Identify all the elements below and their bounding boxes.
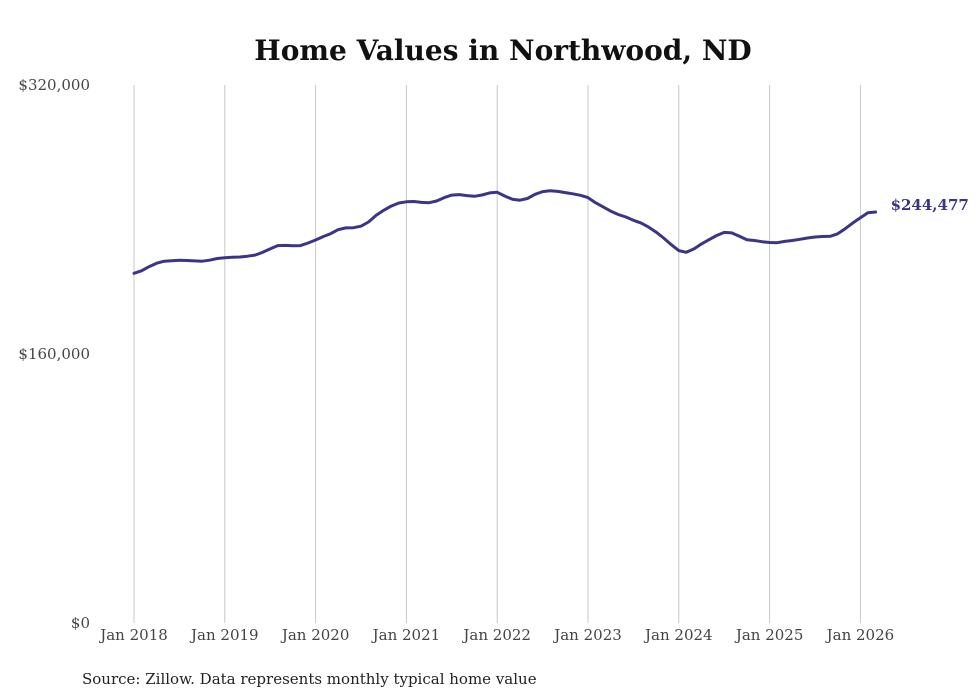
y-tick-label: $0 xyxy=(71,614,90,632)
x-tick-label: Jan 2026 xyxy=(825,626,895,644)
source-note: Source: Zillow. Data represents monthly … xyxy=(82,670,537,688)
x-tick-label: Jan 2020 xyxy=(280,626,350,644)
chart-title: Home Values in Northwood, ND xyxy=(254,34,751,67)
series-line xyxy=(132,189,878,275)
x-tick-label: Jan 2025 xyxy=(734,626,804,644)
x-tick-label: Jan 2021 xyxy=(371,626,441,644)
x-tick-label: Jan 2024 xyxy=(643,626,713,644)
x-tick-label: Jan 2018 xyxy=(98,626,168,644)
grid-lines xyxy=(133,85,861,623)
y-tick-label: $320,000 xyxy=(18,76,90,94)
end-value-label: $244,477 xyxy=(891,196,969,214)
x-axis-ticks: Jan 2018 Jan 2019 Jan 2020 Jan 2021 Jan 2022… xyxy=(98,626,894,644)
x-tick-label: Jan 2022 xyxy=(461,626,531,644)
series-layer: $244,477 xyxy=(132,189,969,275)
y-axis-ticks: $0 $160,000 $320,000 xyxy=(18,76,90,632)
x-tick-label: Jan 2023 xyxy=(552,626,622,644)
x-tick-label: Jan 2019 xyxy=(189,626,259,644)
y-tick-label: $160,000 xyxy=(18,345,90,363)
